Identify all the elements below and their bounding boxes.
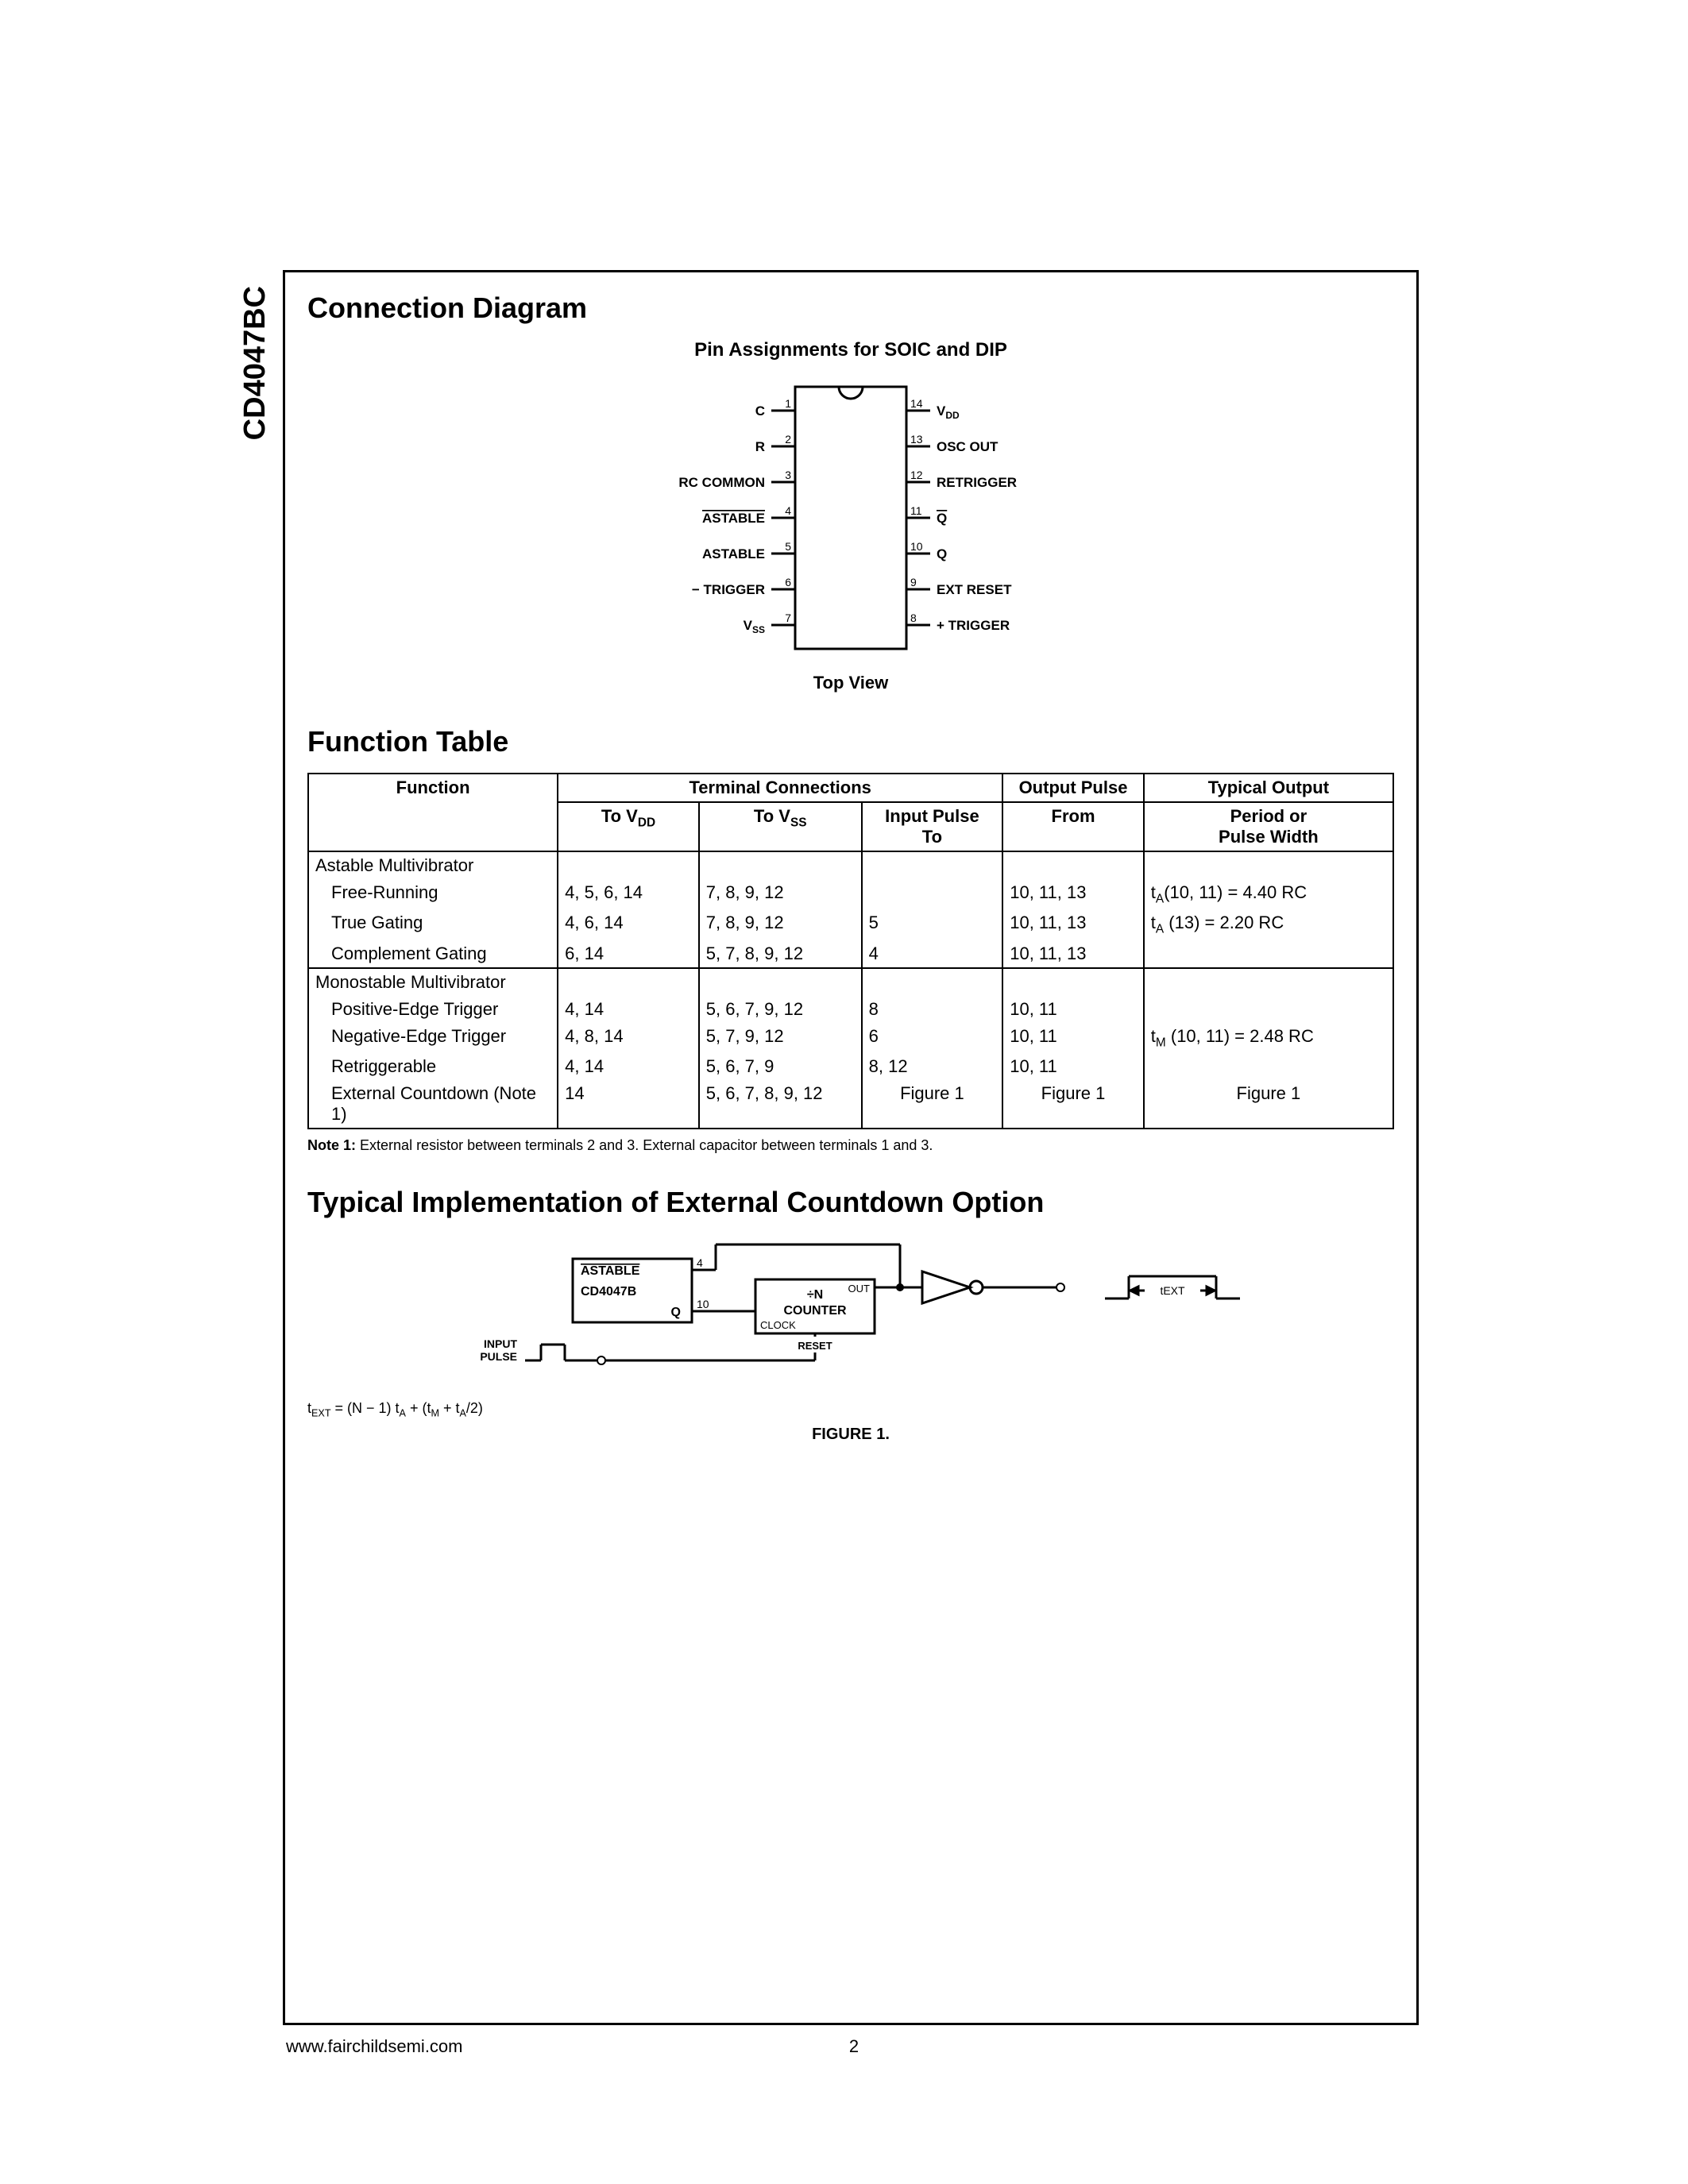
svg-text:12: 12 <box>910 469 923 481</box>
svg-text:3: 3 <box>785 469 791 481</box>
table-row: External Countdown (Note 1)145, 6, 7, 8,… <box>308 1080 1393 1129</box>
table-group-title: Monostable Multivibrator <box>308 968 558 996</box>
svg-text:13: 13 <box>910 433 923 446</box>
svg-text:RESET: RESET <box>798 1340 832 1352</box>
svg-text:14: 14 <box>910 397 923 410</box>
th-terminal-connections: Terminal Connections <box>558 774 1002 802</box>
svg-text:INPUT: INPUT <box>484 1337 517 1350</box>
section-implementation: Typical Implementation of External Count… <box>307 1186 1394 1219</box>
svg-text:ASTABLE: ASTABLE <box>581 1264 640 1278</box>
svg-text:tEXT: tEXT <box>1160 1284 1185 1297</box>
pin-assignments-title: Pin Assignments for SOIC and DIP <box>307 339 1394 361</box>
th-function: Function <box>308 774 558 851</box>
figure-1-svg: ASTABLE CD4047B Q 4 10 ÷N COUNTER CLOCK … <box>414 1235 1288 1394</box>
table-row: Free-Running4, 5, 6, 147, 8, 9, 1210, 11… <box>308 879 1393 909</box>
svg-text:10: 10 <box>910 540 923 553</box>
svg-text:5: 5 <box>785 540 791 553</box>
svg-text:C: C <box>755 403 765 419</box>
svg-text:ASTABLE: ASTABLE <box>702 511 765 526</box>
svg-text:OSC OUT: OSC OUT <box>937 439 999 454</box>
svg-text:VSS: VSS <box>744 618 765 635</box>
svg-text:RETRIGGER: RETRIGGER <box>937 475 1017 490</box>
svg-text:ASTABLE: ASTABLE <box>702 546 765 561</box>
table-group-title: Astable Multivibrator <box>308 851 558 879</box>
table-row: Complement Gating6, 145, 7, 8, 9, 12410,… <box>308 940 1393 968</box>
svg-text:PULSE: PULSE <box>480 1350 517 1363</box>
th-from: From <box>1002 802 1144 851</box>
page-footer: www.fairchildsemi.com 2 <box>286 2036 1422 2057</box>
svg-text:R: R <box>755 439 765 454</box>
page: CD4047BC Connection Diagram Pin Assignme… <box>0 0 1688 2184</box>
pin-diagram-caption: Top View <box>307 673 1394 693</box>
svg-text:Q: Q <box>937 546 947 561</box>
footer-url: www.fairchildsemi.com <box>286 2036 463 2057</box>
figure-1-formula: tEXT = (N − 1) tA + (tM + tA/2) <box>307 1400 1394 1419</box>
note-1: Note 1: External resistor between termin… <box>307 1137 1394 1154</box>
th-period: Period orPulse Width <box>1144 802 1393 851</box>
svg-text:10: 10 <box>697 1298 709 1310</box>
svg-text:9: 9 <box>910 576 917 588</box>
th-output-pulse: Output Pulse <box>1002 774 1144 802</box>
table-row: True Gating4, 6, 147, 8, 9, 12510, 11, 1… <box>308 909 1393 940</box>
svg-text:4: 4 <box>785 504 791 517</box>
part-number-side-label: CD4047BC <box>238 286 272 440</box>
svg-text:Q: Q <box>937 511 947 526</box>
table-row: Positive-Edge Trigger4, 145, 6, 7, 9, 12… <box>308 996 1393 1023</box>
svg-text:11: 11 <box>910 504 922 517</box>
section-connection-diagram: Connection Diagram <box>307 291 1394 325</box>
svg-text:EXT RESET: EXT RESET <box>937 582 1012 597</box>
svg-text:COUNTER: COUNTER <box>783 1304 847 1318</box>
figure-1-caption: FIGURE 1. <box>307 1426 1394 1444</box>
th-typical-output: Typical Output <box>1144 774 1393 802</box>
svg-text:CD4047B: CD4047B <box>581 1285 636 1298</box>
figure-1: ASTABLE CD4047B Q 4 10 ÷N COUNTER CLOCK … <box>307 1235 1394 1394</box>
svg-text:8: 8 <box>910 612 917 624</box>
pin-diagram-svg: 1 C 2 R 3 RC COMMON 4 ASTABLE 5 ASTABLE 6 − TRIGGER… <box>612 371 1089 665</box>
svg-text:7: 7 <box>785 612 791 624</box>
th-input-pulse: Input PulseTo <box>862 802 1003 851</box>
svg-text:1: 1 <box>785 397 791 410</box>
svg-text:OUT: OUT <box>848 1283 871 1295</box>
section-function-table: Function Table <box>307 725 1394 758</box>
table-row: Negative-Edge Trigger4, 8, 145, 7, 9, 12… <box>308 1023 1393 1053</box>
footer-page-number: 2 <box>849 2036 859 2057</box>
svg-text:− TRIGGER: − TRIGGER <box>692 582 765 597</box>
svg-text:CLOCK: CLOCK <box>760 1319 796 1331</box>
svg-text:+ TRIGGER: + TRIGGER <box>937 618 1010 633</box>
content-frame: Connection Diagram Pin Assignments for S… <box>283 270 1419 2025</box>
svg-text:÷N: ÷N <box>807 1288 823 1302</box>
svg-text:6: 6 <box>785 576 791 588</box>
pin-diagram: 1 C 2 R 3 RC COMMON 4 ASTABLE 5 ASTABLE 6 − TRIGGER… <box>307 371 1394 665</box>
svg-text:2: 2 <box>785 433 791 446</box>
svg-text:4: 4 <box>697 1256 703 1269</box>
svg-text:VDD: VDD <box>937 403 960 421</box>
th-to-vdd: To VDD <box>558 802 699 851</box>
svg-text:Q: Q <box>671 1306 681 1319</box>
th-to-vss: To VSS <box>699 802 862 851</box>
table-row: Retriggerable4, 145, 6, 7, 98, 1210, 11 <box>308 1053 1393 1080</box>
svg-text:RC COMMON: RC COMMON <box>678 475 765 490</box>
function-table: Function Terminal Connections Output Pul… <box>307 773 1394 1129</box>
